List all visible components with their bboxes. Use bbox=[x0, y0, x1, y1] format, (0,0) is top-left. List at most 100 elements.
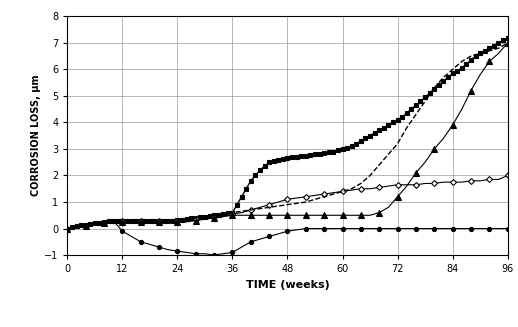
ECR(primer/Ca(NO2)2)-4h-45 bbox=[266, 205, 272, 209]
ECR(DCI)-4h-45 bbox=[477, 179, 483, 183]
ECR-4h-45 bbox=[64, 227, 70, 231]
ECR(DCI)-4h-45 bbox=[101, 221, 107, 225]
ECR(HY)-4h-45 bbox=[266, 234, 272, 238]
ECR(DCI)-4h-45 bbox=[321, 192, 327, 196]
ECR(primer/Ca(NO2)2)-4h-45 bbox=[138, 220, 144, 224]
ECR(RH)-4h-45 bbox=[358, 213, 364, 217]
ECR(DCI)-4h-45 bbox=[367, 187, 373, 191]
ECR(DCI)-4h-45 bbox=[138, 219, 144, 223]
ECR(RH)-4h-45 bbox=[275, 213, 281, 217]
ECR(DCI)-4h-45 bbox=[119, 219, 125, 223]
ECR(HY)-4h-45 bbox=[495, 227, 501, 231]
ECR(DCI)-4h-45 bbox=[165, 219, 171, 223]
ECR(primer/Ca(NO2)2)-4h-45 bbox=[477, 52, 483, 56]
ECR(RH)-4h-45 bbox=[128, 220, 135, 224]
ECR(HY)-4h-45 bbox=[248, 240, 254, 244]
ECR(primer/Ca(NO2)2)-4h-45 bbox=[101, 221, 107, 225]
ECR(DCI)-4h-45 bbox=[248, 208, 254, 212]
ECR(DCI)-4h-45 bbox=[505, 174, 511, 178]
ECR(DCI)-4h-45 bbox=[495, 178, 501, 181]
ECR(HY)-4h-45 bbox=[394, 227, 400, 231]
ECR(primer/Ca(NO2)2)-4h-45 bbox=[238, 209, 244, 213]
ECR(HY)-4h-45 bbox=[64, 227, 70, 231]
ECR(RH)-4h-45 bbox=[294, 213, 300, 217]
ECR(DCI)-4h-45 bbox=[128, 219, 135, 223]
ECR(RH)-4h-45 bbox=[477, 73, 483, 77]
ECR(RH)-4h-45 bbox=[110, 221, 117, 225]
ECR(RH)-4h-45 bbox=[193, 219, 199, 223]
ECR(primer/Ca(NO2)2)-4h-45 bbox=[440, 76, 447, 79]
ECR(DCI)-4h-45 bbox=[174, 219, 180, 223]
ECR(primer/Ca(NO2)2)-4h-45 bbox=[358, 181, 364, 185]
ECR(DCI)-4h-45 bbox=[284, 198, 291, 201]
ECR(primer/Ca(NO2)2)-4h-45 bbox=[128, 220, 135, 224]
ECR(RH)-4h-45 bbox=[284, 213, 291, 217]
ECR-4h-45 bbox=[505, 36, 511, 40]
ECR(HY)-4h-45 bbox=[422, 227, 428, 231]
ECR(HY)-4h-45 bbox=[303, 227, 309, 231]
ECR(primer/Ca(NO2)2)-4h-45 bbox=[156, 220, 162, 224]
ECR(DCI)-4h-45 bbox=[404, 183, 410, 187]
ECR(DCI)-4h-45 bbox=[339, 189, 346, 193]
ECR(primer/Ca(NO2)2)-4h-45 bbox=[284, 203, 291, 207]
ECR(DCI)-4h-45 bbox=[294, 196, 300, 200]
ECR(RH)-4h-45 bbox=[404, 184, 410, 188]
ECR(HY)-4h-45 bbox=[294, 228, 300, 232]
ECR(RH)-4h-45 bbox=[450, 123, 456, 127]
ECR(HY)-4h-45 bbox=[376, 227, 382, 231]
ECR(DCI)-4h-45 bbox=[385, 184, 392, 188]
ECR(RH)-4h-45 bbox=[248, 213, 254, 217]
ECR(RH)-4h-45 bbox=[422, 160, 428, 164]
ECR(primer/Ca(NO2)2)-4h-45 bbox=[64, 227, 70, 231]
ECR(DCI)-4h-45 bbox=[229, 212, 236, 216]
ECR(DCI)-4h-45 bbox=[266, 203, 272, 207]
Line: ECR(HY)-4h-45: ECR(HY)-4h-45 bbox=[65, 218, 510, 257]
ECR(RH)-4h-45 bbox=[238, 213, 244, 217]
ECR(HY)-4h-45 bbox=[156, 245, 162, 249]
ECR(HY)-4h-45 bbox=[312, 227, 318, 231]
ECR(primer/Ca(NO2)2)-4h-45 bbox=[404, 126, 410, 130]
ECR(HY)-4h-45 bbox=[165, 248, 171, 252]
ECR(HY)-4h-45 bbox=[257, 237, 263, 241]
ECR(HY)-4h-45 bbox=[193, 252, 199, 256]
Line: ECR-4h-45: ECR-4h-45 bbox=[65, 36, 510, 231]
ECR(primer/Ca(NO2)2)-4h-45 bbox=[450, 67, 456, 71]
ECR(DCI)-4h-45 bbox=[458, 180, 465, 184]
Line: ECR(RH)-4h-45: ECR(RH)-4h-45 bbox=[65, 40, 510, 231]
ECR(HY)-4h-45 bbox=[119, 229, 125, 233]
ECR(primer/Ca(NO2)2)-4h-45 bbox=[248, 208, 254, 212]
ECR-4h-45 bbox=[284, 156, 291, 160]
ECR(HY)-4h-45 bbox=[82, 224, 89, 228]
ECR(HY)-4h-45 bbox=[110, 219, 117, 223]
ECR(HY)-4h-45 bbox=[92, 223, 98, 227]
ECR(HY)-4h-45 bbox=[450, 227, 456, 231]
ECR(primer/Ca(NO2)2)-4h-45 bbox=[321, 195, 327, 199]
ECR(DCI)-4h-45 bbox=[422, 181, 428, 185]
ECR(primer/Ca(NO2)2)-4h-45 bbox=[165, 219, 171, 223]
ECR(primer/Ca(NO2)2)-4h-45 bbox=[422, 99, 428, 103]
ECR(DCI)-4h-45 bbox=[202, 216, 208, 220]
ECR(RH)-4h-45 bbox=[440, 136, 447, 140]
ECR(RH)-4h-45 bbox=[458, 107, 465, 111]
ECR(HY)-4h-45 bbox=[229, 250, 236, 254]
ECR(DCI)-4h-45 bbox=[110, 220, 117, 224]
ECR(primer/Ca(NO2)2)-4h-45 bbox=[202, 215, 208, 218]
ECR(DCI)-4h-45 bbox=[183, 219, 190, 223]
ECR(DCI)-4h-45 bbox=[358, 187, 364, 191]
ECR(RH)-4h-45 bbox=[211, 216, 217, 220]
ECR(RH)-4h-45 bbox=[119, 220, 125, 224]
ECR(HY)-4h-45 bbox=[220, 252, 226, 256]
ECR(primer/Ca(NO2)2)-4h-45 bbox=[220, 212, 226, 216]
ECR(RH)-4h-45 bbox=[505, 41, 511, 45]
ECR(primer/Ca(NO2)2)-4h-45 bbox=[110, 220, 117, 224]
ECR(HY)-4h-45 bbox=[284, 229, 291, 233]
ECR(HY)-4h-45 bbox=[458, 227, 465, 231]
ECR(primer/Ca(NO2)2)-4h-45 bbox=[505, 41, 511, 45]
ECR(HY)-4h-45 bbox=[321, 227, 327, 231]
ECR(primer/Ca(NO2)2)-4h-45 bbox=[431, 86, 437, 90]
ECR(HY)-4h-45 bbox=[477, 227, 483, 231]
ECR(primer/Ca(NO2)2)-4h-45 bbox=[495, 46, 501, 50]
ECR(RH)-4h-45 bbox=[321, 213, 327, 217]
ECR(RH)-4h-45 bbox=[367, 213, 373, 217]
ECR-4h-45 bbox=[404, 111, 410, 115]
